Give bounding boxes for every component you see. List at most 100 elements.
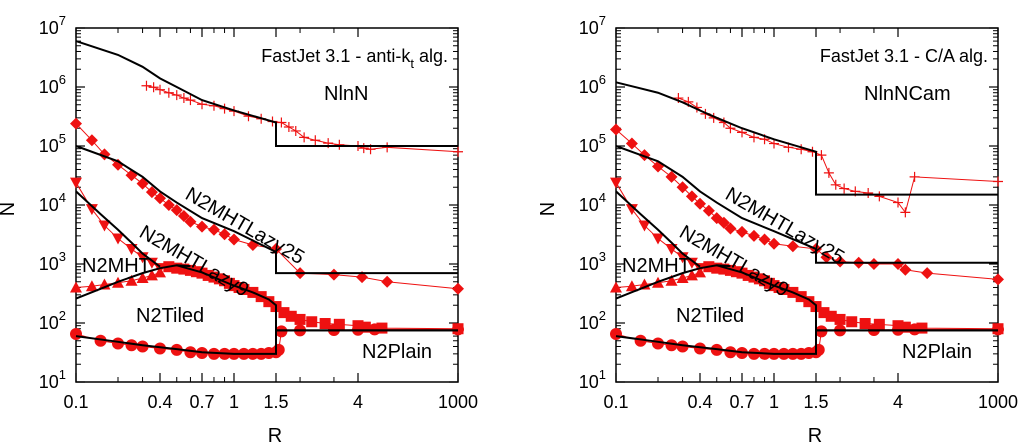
fit-curve	[75, 145, 458, 275]
data-point-plus	[874, 191, 885, 202]
curve-label: NlnNCam	[864, 83, 951, 105]
data-point-square	[803, 296, 815, 308]
x-tick-label: 1.5	[803, 392, 828, 412]
y-tick-label: 106	[39, 72, 66, 97]
data-point-plus	[839, 183, 850, 194]
data-point-square	[178, 263, 190, 275]
curve-labels: NlnNCamN2MHTLazy25N2MHTLazy9N2MHTN2Tiled…	[622, 83, 972, 363]
data-point-diamond	[327, 268, 340, 281]
data-point-diamond	[676, 181, 689, 194]
data-point-circle	[908, 323, 921, 336]
data-point-plus	[823, 167, 834, 178]
data-point-square	[333, 318, 345, 330]
data-point-plus	[863, 187, 874, 198]
data-point-circle	[207, 347, 220, 360]
fit-line	[615, 190, 701, 268]
data-point-circle	[184, 346, 197, 359]
data-point-plus	[816, 150, 827, 161]
y-tick-label: 105	[579, 131, 606, 156]
data-point-diamond	[899, 263, 912, 276]
data-point-plus	[283, 121, 294, 132]
data-point-diamond	[768, 237, 780, 250]
data-point-plus	[748, 132, 759, 143]
curve-label: NlnN	[324, 83, 368, 105]
data-point-diamond	[921, 267, 934, 280]
data-point-triangle-up	[136, 271, 149, 283]
series-n2mhtlazy25	[610, 123, 1004, 286]
y-axis-label: N	[0, 202, 19, 216]
data-point-circle	[676, 340, 689, 353]
data-point-triangle-down	[625, 204, 638, 216]
y-tick-label: 104	[39, 190, 66, 215]
data-point-diamond	[85, 134, 98, 147]
data-point-diamond	[452, 282, 464, 295]
fit-line	[176, 264, 458, 332]
x-tick-label: 0.7	[729, 392, 754, 412]
fit-curve	[615, 190, 701, 268]
data-point-diamond	[834, 255, 847, 268]
data-point-triangle-down	[85, 204, 98, 216]
data-point-diamond	[610, 123, 622, 136]
data-point-square	[263, 296, 275, 308]
curve-label: N2Plain	[902, 341, 972, 363]
data-point-circle	[652, 337, 664, 350]
fit-line	[615, 81, 998, 196]
data-point-diamond	[747, 229, 760, 242]
data-point-triangle-up	[70, 281, 82, 293]
data-point-diamond	[717, 216, 730, 229]
x-axis: 0.1 0.4 0.7 1 1.5 4 1000	[603, 28, 1018, 412]
fit-curve	[75, 190, 161, 268]
x-tick-label: 0.7	[189, 392, 214, 412]
curve-label: N2MHT	[82, 255, 151, 277]
data-point-diamond	[162, 199, 175, 211]
data-point-triangle-up	[610, 281, 622, 293]
data-point-square	[825, 310, 837, 322]
data-point-plus	[334, 139, 345, 150]
data-point-triangle-up	[625, 280, 638, 292]
curve-label: N2Tiled	[136, 305, 204, 327]
data-point-circle	[992, 323, 1004, 336]
x-tick-label: 0.1	[63, 392, 88, 412]
data-point-diamond	[892, 258, 904, 270]
fit-curve	[615, 329, 998, 355]
plot-title: FastJet 3.1 - C/A alg.	[820, 46, 988, 66]
y-tick-label: 107	[39, 13, 66, 38]
data-point-diamond	[625, 137, 638, 150]
data-point-square	[285, 310, 297, 322]
curve-label: N2MHT	[622, 255, 691, 277]
data-point-triangle-down	[638, 220, 651, 232]
data-point-triangle-up	[154, 266, 166, 278]
x-axis-label: R	[268, 425, 282, 447]
x-tick-label: 1	[769, 392, 779, 412]
data-point-diamond	[665, 170, 678, 183]
data-point-triangle-up	[145, 269, 158, 281]
data-point-diamond	[70, 117, 82, 130]
data-point-square	[718, 263, 730, 275]
data-point-square	[171, 262, 183, 274]
data-point-square	[319, 318, 331, 330]
data-point-diamond	[820, 251, 833, 264]
x-tick-label: 0.4	[147, 392, 172, 412]
data-point-circle	[125, 339, 138, 352]
data-point-diamond	[867, 258, 880, 270]
data-point-diamond	[758, 233, 771, 246]
data-point-square	[834, 313, 846, 325]
data-point-diamond	[270, 242, 282, 255]
x-tick-label: 0.1	[603, 392, 628, 412]
data-point-plus	[909, 171, 920, 182]
data-point-diamond	[786, 240, 799, 253]
data-point-diamond	[145, 186, 158, 199]
data-point-square	[873, 318, 885, 330]
data-point-circle	[112, 337, 124, 350]
data-point-circle	[694, 342, 706, 355]
data-point-circle	[154, 342, 166, 355]
data-point-circle	[94, 334, 107, 347]
data-point-plus	[358, 143, 369, 154]
data-point-square	[359, 321, 371, 333]
data-point-diamond	[992, 273, 1004, 286]
data-point-square	[846, 316, 858, 328]
y-tick-label: 106	[579, 72, 606, 97]
data-point-circle	[724, 346, 737, 359]
chart-panel-2: 101 102 103 104 105 106 107 0.1 0.4 0.7 1 1.5 4 1000 R…	[537, 13, 1018, 447]
